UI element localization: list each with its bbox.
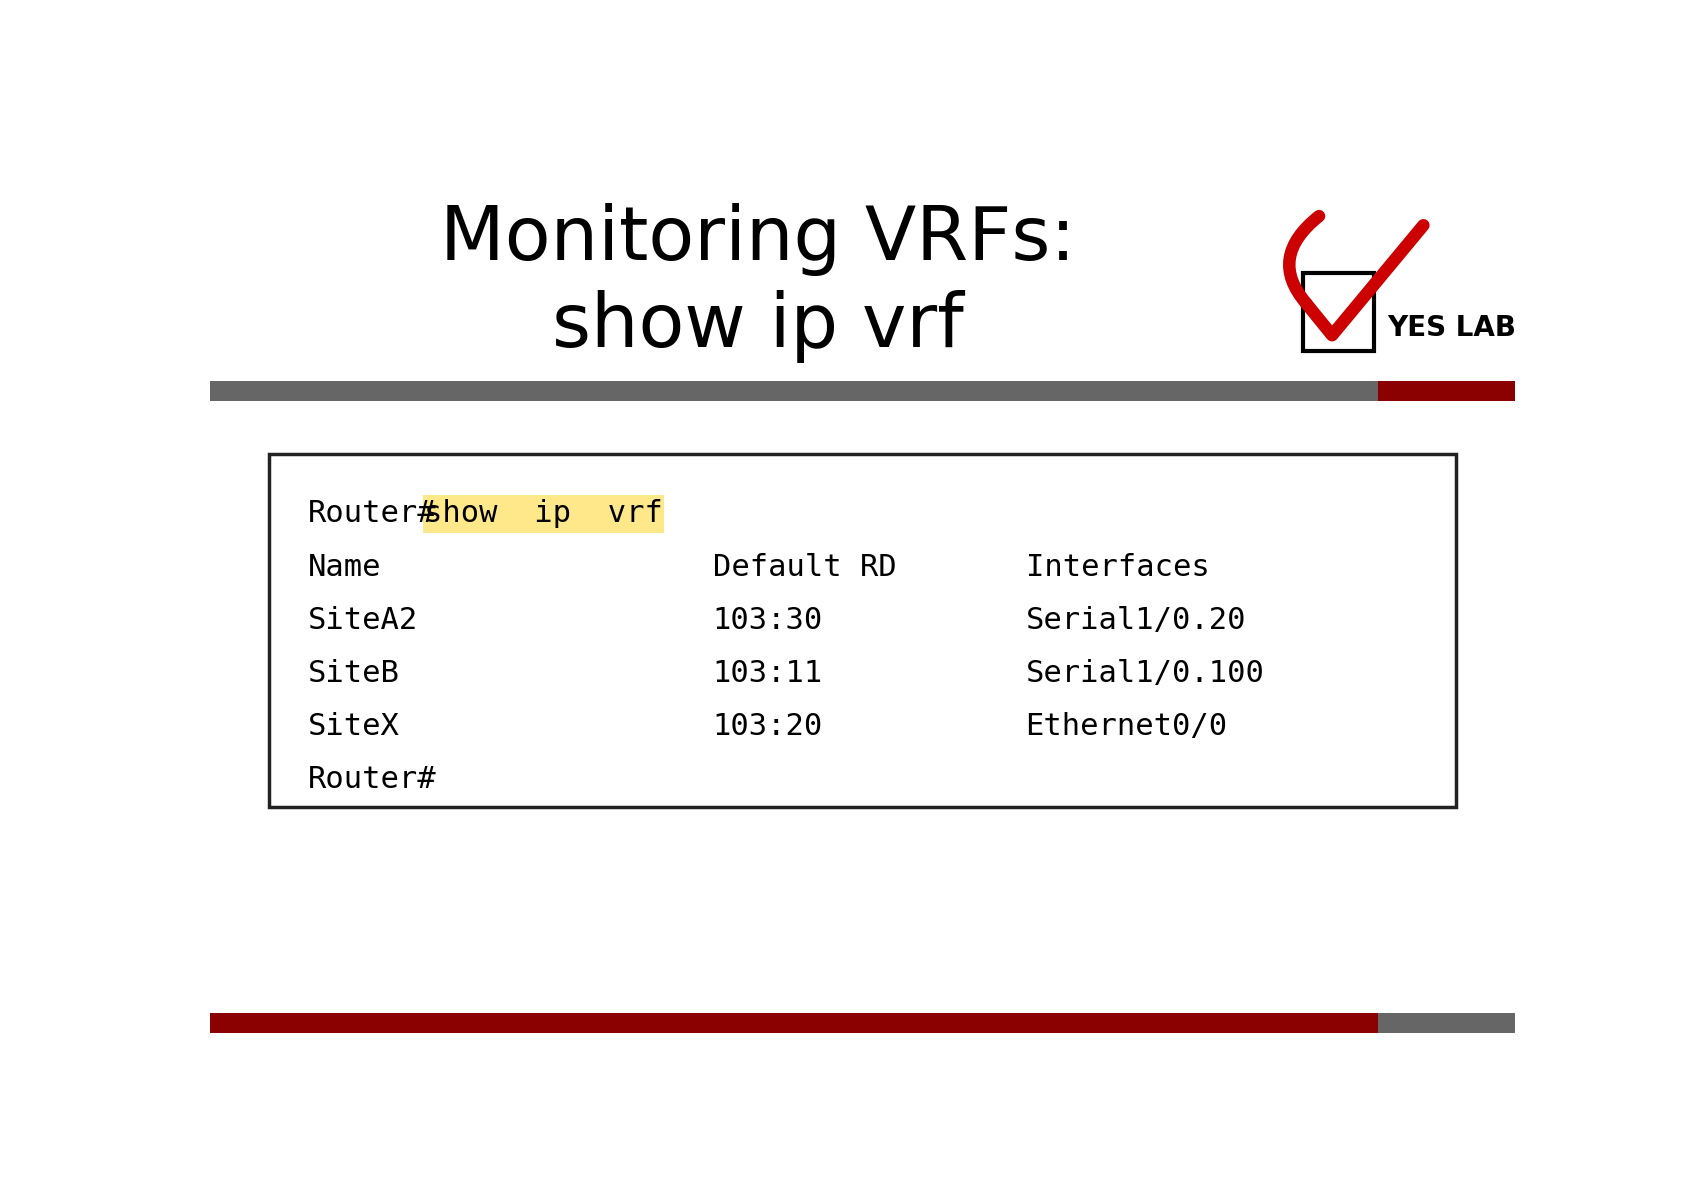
FancyBboxPatch shape (1302, 274, 1374, 351)
Text: Serial1/0.20: Serial1/0.20 (1024, 606, 1245, 634)
Text: YES LAB: YES LAB (1386, 314, 1515, 342)
Text: Router#: Router# (308, 765, 437, 794)
Text: SiteX: SiteX (308, 712, 400, 741)
Text: SiteB: SiteB (308, 659, 400, 688)
Text: show  ip  vrf: show ip vrf (424, 500, 663, 528)
Bar (210, 381, 1378, 401)
Text: 103:30: 103:30 (711, 606, 822, 634)
Text: 103:11: 103:11 (711, 659, 822, 688)
Bar (210, 1014, 1378, 1033)
Text: Serial1/0.100: Serial1/0.100 (1024, 659, 1263, 688)
FancyBboxPatch shape (422, 495, 664, 533)
FancyBboxPatch shape (269, 455, 1455, 807)
Text: Interfaces: Interfaces (1024, 552, 1209, 582)
Text: Monitoring VRFs:: Monitoring VRFs: (441, 202, 1075, 276)
Text: Router#: Router# (308, 500, 437, 528)
Text: show ip vrf: show ip vrf (552, 289, 964, 363)
Text: Ethernet0/0: Ethernet0/0 (1024, 712, 1226, 741)
Bar (1378, 1014, 1514, 1033)
Text: Default RD: Default RD (711, 552, 897, 582)
Text: SiteA2: SiteA2 (308, 606, 419, 634)
Text: Name: Name (308, 552, 382, 582)
Text: 103:20: 103:20 (711, 712, 822, 741)
Bar (1378, 381, 1514, 401)
